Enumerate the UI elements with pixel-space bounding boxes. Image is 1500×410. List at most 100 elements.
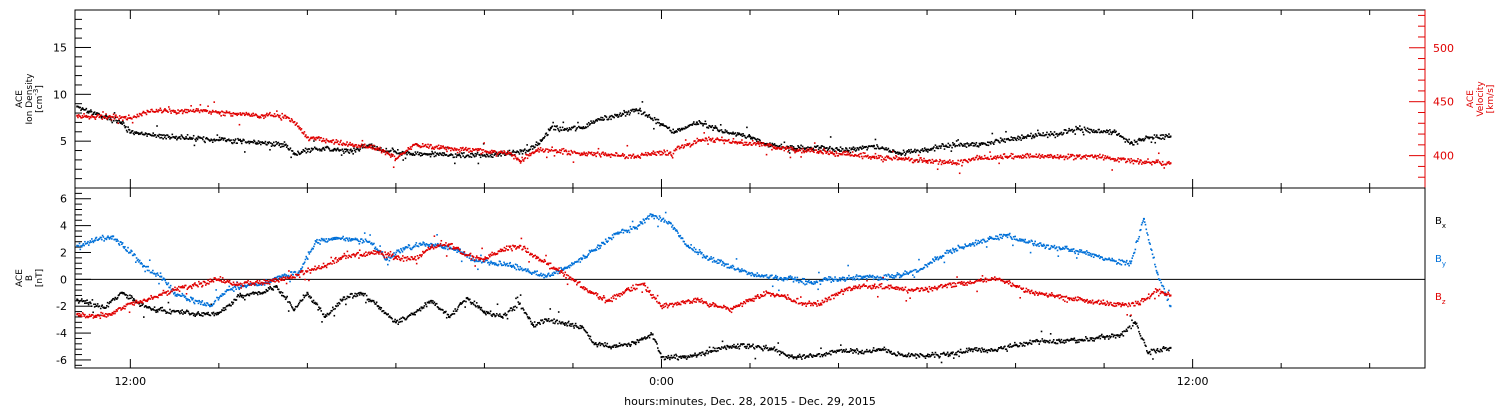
scatter-dot — [737, 345, 740, 348]
scatter-dot — [129, 297, 132, 300]
scatter-dot — [711, 138, 713, 141]
scatter-dot — [1153, 161, 1155, 163]
scatter-dot — [1058, 338, 1060, 341]
scatter-dot — [192, 312, 194, 315]
scatter-dot — [1155, 351, 1157, 354]
scatter-dot — [907, 151, 909, 153]
scatter-dot — [255, 143, 258, 145]
scatter-dot — [884, 156, 887, 159]
scatter-dot — [145, 132, 148, 135]
scatter-dot — [992, 142, 994, 144]
scatter-dot — [157, 135, 160, 138]
scatter-dot — [990, 140, 993, 143]
scatter-dot — [1155, 349, 1158, 352]
scatter-dot — [659, 124, 661, 127]
scatter-dot — [1074, 133, 1077, 135]
scatter-dot — [972, 350, 974, 353]
scatter-dot — [199, 301, 201, 303]
scatter-dot — [1082, 339, 1085, 342]
scatter-dot — [147, 265, 150, 268]
scatter-dot — [1067, 153, 1070, 156]
scatter-dot — [490, 261, 493, 264]
scatter-dot — [112, 113, 115, 116]
scatter-dot — [1017, 135, 1019, 138]
scatter-dot — [456, 148, 458, 150]
scatter-dot — [129, 294, 131, 297]
scatter-dot — [120, 241, 122, 244]
left-axis-title-line: ACE — [15, 269, 25, 287]
scatter-dot — [478, 149, 480, 152]
scatter-dot — [300, 128, 303, 130]
scatter-dot — [87, 240, 89, 243]
scatter-dot — [997, 140, 1000, 142]
scatter-dot — [625, 111, 628, 113]
scatter-dot — [698, 353, 700, 356]
scatter-dot — [677, 145, 680, 148]
scatter-dot — [1043, 339, 1046, 342]
scatter-dot — [78, 242, 81, 245]
scatter-dot — [409, 247, 411, 250]
scatter-dot — [661, 151, 664, 154]
scatter-dot — [346, 148, 349, 151]
scatter-dot — [436, 234, 438, 236]
scatter-dot — [626, 113, 628, 115]
scatter-dot — [264, 281, 267, 284]
scatter-dot — [834, 155, 837, 157]
scatter-dot — [200, 301, 203, 304]
scatter-dot — [170, 112, 172, 114]
scatter-dot — [964, 145, 966, 147]
scatter-dot — [584, 154, 587, 157]
scatter-dot — [558, 130, 561, 133]
scatter-dot — [917, 355, 920, 357]
scatter-dot — [747, 347, 750, 350]
scatter-dot — [805, 147, 808, 149]
scatter-dot — [315, 136, 318, 139]
data-point — [594, 342, 597, 345]
scatter-dot — [947, 160, 950, 163]
scatter-dot — [169, 284, 172, 287]
scatter-dot — [1128, 326, 1130, 329]
scatter-dot — [189, 138, 192, 140]
scatter-dot — [794, 356, 797, 359]
scatter-dot — [785, 145, 788, 148]
scatter-dot — [522, 160, 525, 162]
scatter-dot — [394, 253, 397, 256]
scatter-dot — [996, 156, 998, 159]
scatter-dot — [618, 342, 621, 345]
scatter-dot — [276, 286, 278, 288]
scatter-dot — [250, 115, 252, 117]
scatter-dot — [1075, 339, 1078, 342]
scatter-dot — [1098, 156, 1100, 159]
scatter-dot — [539, 148, 541, 151]
scatter-dot — [671, 156, 674, 159]
scatter-dot — [131, 296, 134, 299]
scatter-dot — [936, 168, 939, 171]
scatter-dot — [808, 148, 811, 150]
scatter-dot — [283, 274, 285, 276]
scatter-dot — [692, 122, 694, 125]
data-point — [421, 243, 424, 246]
scatter-dot — [505, 313, 508, 316]
scatter-dot — [780, 143, 783, 146]
scatter-dot — [999, 156, 1001, 158]
scatter-dot — [907, 353, 909, 356]
scatter-dot — [116, 297, 119, 299]
scatter-dot — [672, 152, 675, 155]
scatter-dot — [649, 153, 652, 155]
scatter-dot — [684, 126, 687, 128]
scatter-dot — [391, 147, 394, 150]
scatter-dot — [711, 350, 714, 353]
scatter-dot — [168, 108, 171, 110]
scatter-dot — [114, 296, 117, 299]
scatter-dot — [153, 135, 155, 137]
scatter-dot — [609, 154, 611, 156]
scatter-dot — [146, 269, 149, 272]
scatter-dot — [134, 132, 137, 135]
scatter-dot — [590, 339, 592, 341]
scatter-dot — [700, 140, 702, 142]
scatter-dot — [106, 118, 108, 120]
scatter-dot — [112, 297, 115, 300]
scatter-dot — [624, 115, 627, 117]
scatter-dot — [117, 240, 119, 242]
scatter-dot — [164, 310, 167, 313]
